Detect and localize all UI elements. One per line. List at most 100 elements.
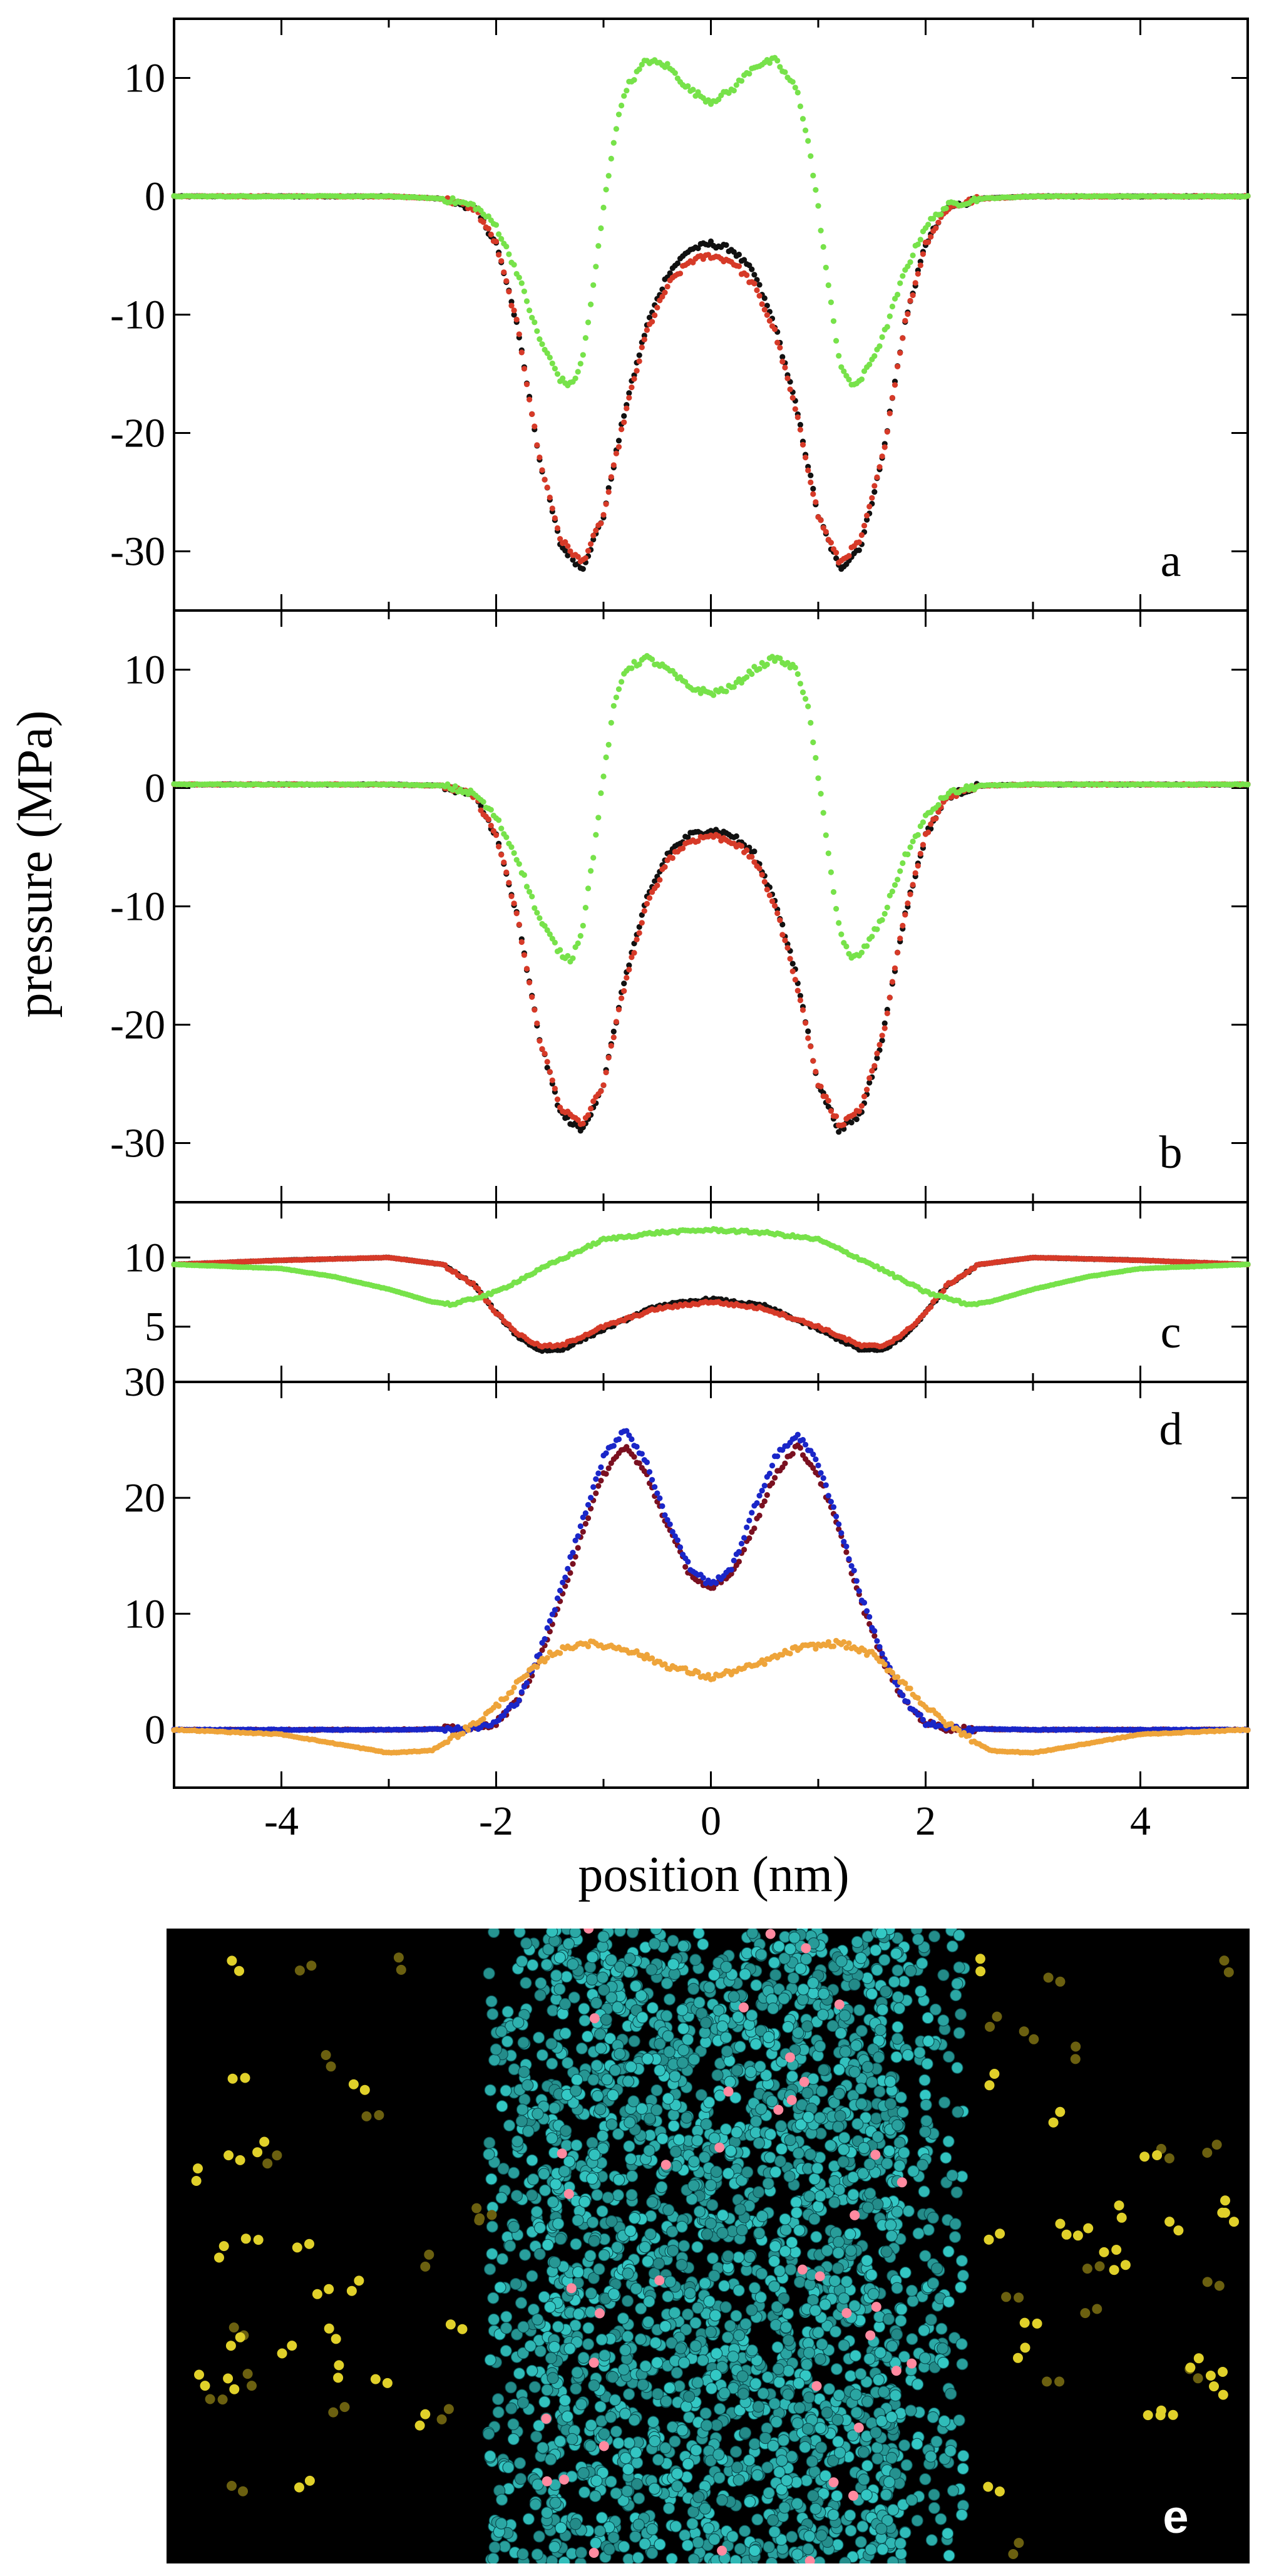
data-point: [731, 684, 737, 690]
data-point: [598, 1088, 604, 1095]
data-point: [605, 1054, 612, 1061]
data-point: [644, 327, 650, 333]
data-point: [498, 825, 505, 832]
data-point: [784, 945, 791, 951]
data-point: [516, 331, 522, 337]
data-point: [610, 1028, 617, 1034]
data-point: [810, 1058, 816, 1064]
data-point: [777, 655, 783, 661]
y-tick-label: -10: [110, 292, 165, 338]
data-point: [669, 855, 676, 861]
data-point: [764, 887, 770, 893]
data-point: [846, 553, 852, 559]
data-point: [751, 848, 758, 855]
y-tick-label: -20: [110, 411, 165, 456]
data-point: [830, 318, 837, 324]
data-point: [475, 1285, 481, 1292]
data-point: [615, 438, 622, 444]
data-point: [600, 773, 607, 780]
data-point: [907, 259, 913, 265]
data-point: [797, 997, 803, 1004]
data-point: [799, 689, 806, 696]
data-point: [544, 1064, 550, 1071]
y-tick-label: 0: [145, 766, 165, 811]
data-point: [792, 664, 798, 671]
data-point: [501, 269, 507, 276]
data-point: [797, 426, 803, 433]
data-point: [605, 489, 612, 495]
data-point: [575, 1117, 581, 1123]
data-point: [813, 187, 819, 193]
data-point: [557, 1587, 563, 1594]
data-point: [629, 384, 635, 391]
data-point: [925, 829, 932, 835]
data-point: [511, 312, 517, 318]
data-point: [621, 419, 627, 426]
data-point: [508, 893, 515, 899]
data-point: [539, 341, 545, 348]
data-point: [677, 270, 684, 277]
data-point: [925, 239, 932, 245]
data-point: [521, 366, 528, 372]
data-point: [856, 539, 862, 545]
data-point: [818, 227, 824, 234]
data-point: [516, 922, 522, 928]
data-point: [539, 467, 545, 473]
data-point: [503, 244, 510, 250]
y-tick-label: -30: [110, 1121, 165, 1167]
data-point: [797, 1445, 803, 1451]
data-point: [485, 225, 491, 232]
data-point: [905, 311, 911, 317]
data-point: [774, 58, 781, 64]
data-point: [910, 882, 916, 888]
data-point: [674, 1537, 681, 1543]
series-black: [171, 193, 1251, 572]
data-point: [813, 1068, 819, 1075]
data-point: [575, 1545, 581, 1551]
data-point: [577, 361, 583, 367]
data-point: [815, 775, 821, 781]
data-point: [789, 961, 796, 967]
data-point: [889, 979, 895, 985]
data-point: [749, 671, 755, 677]
data-point: [580, 922, 586, 929]
data-point: [803, 1441, 809, 1448]
data-point: [741, 257, 748, 263]
data-point: [634, 936, 640, 942]
data-point: [657, 877, 663, 883]
data-point: [744, 847, 750, 853]
y-tick-label: 10: [124, 1591, 165, 1637]
data-point: [657, 1495, 663, 1502]
data-point: [527, 307, 533, 314]
data-point: [794, 90, 801, 96]
data-point: [619, 995, 625, 1001]
data-point: [895, 363, 901, 369]
data-point: [610, 140, 617, 146]
data-point: [629, 665, 635, 671]
data-point: [889, 889, 895, 895]
data-point: [933, 815, 939, 822]
data-point: [460, 1730, 466, 1737]
data-point: [876, 343, 883, 349]
data-point: [789, 1451, 796, 1457]
series-blue: [171, 1428, 1251, 1735]
data-point: [552, 939, 558, 945]
data-point: [654, 304, 660, 311]
data-point: [895, 291, 901, 298]
data-point: [560, 375, 566, 381]
data-point: [588, 301, 594, 307]
data-point: [593, 1476, 599, 1482]
data-point: [626, 390, 632, 396]
data-point: [610, 1034, 617, 1041]
data-point: [585, 885, 592, 892]
data-point: [828, 869, 834, 875]
data-point: [624, 88, 630, 94]
data-point: [506, 880, 512, 886]
data-point: [529, 411, 535, 418]
data-point: [879, 334, 885, 341]
data-point: [577, 933, 583, 939]
data-point: [738, 78, 745, 84]
data-point: [508, 302, 515, 309]
data-point: [836, 1521, 842, 1527]
